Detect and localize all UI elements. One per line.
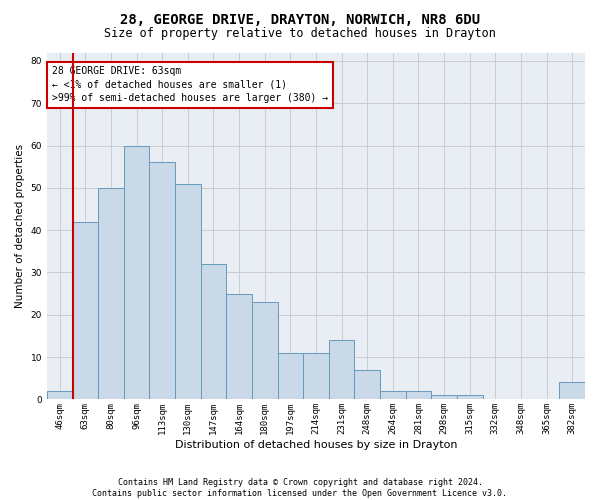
Bar <box>431 395 457 400</box>
Bar <box>457 395 482 400</box>
Text: Size of property relative to detached houses in Drayton: Size of property relative to detached ho… <box>104 28 496 40</box>
Bar <box>278 353 303 400</box>
Bar <box>355 370 380 400</box>
Bar <box>406 391 431 400</box>
Bar <box>380 391 406 400</box>
Bar <box>226 294 252 400</box>
Text: 28, GEORGE DRIVE, DRAYTON, NORWICH, NR8 6DU: 28, GEORGE DRIVE, DRAYTON, NORWICH, NR8 … <box>120 12 480 26</box>
X-axis label: Distribution of detached houses by size in Drayton: Distribution of detached houses by size … <box>175 440 457 450</box>
Bar <box>200 264 226 400</box>
Bar <box>252 302 278 400</box>
Y-axis label: Number of detached properties: Number of detached properties <box>15 144 25 308</box>
Bar <box>47 391 73 400</box>
Bar <box>329 340 355 400</box>
Bar <box>124 146 149 400</box>
Bar <box>303 353 329 400</box>
Bar <box>73 222 98 400</box>
Bar <box>175 184 200 400</box>
Text: 28 GEORGE DRIVE: 63sqm
← <1% of detached houses are smaller (1)
>99% of semi-det: 28 GEORGE DRIVE: 63sqm ← <1% of detached… <box>52 66 328 103</box>
Bar <box>559 382 585 400</box>
Bar <box>149 162 175 400</box>
Bar <box>98 188 124 400</box>
Text: Contains HM Land Registry data © Crown copyright and database right 2024.
Contai: Contains HM Land Registry data © Crown c… <box>92 478 508 498</box>
